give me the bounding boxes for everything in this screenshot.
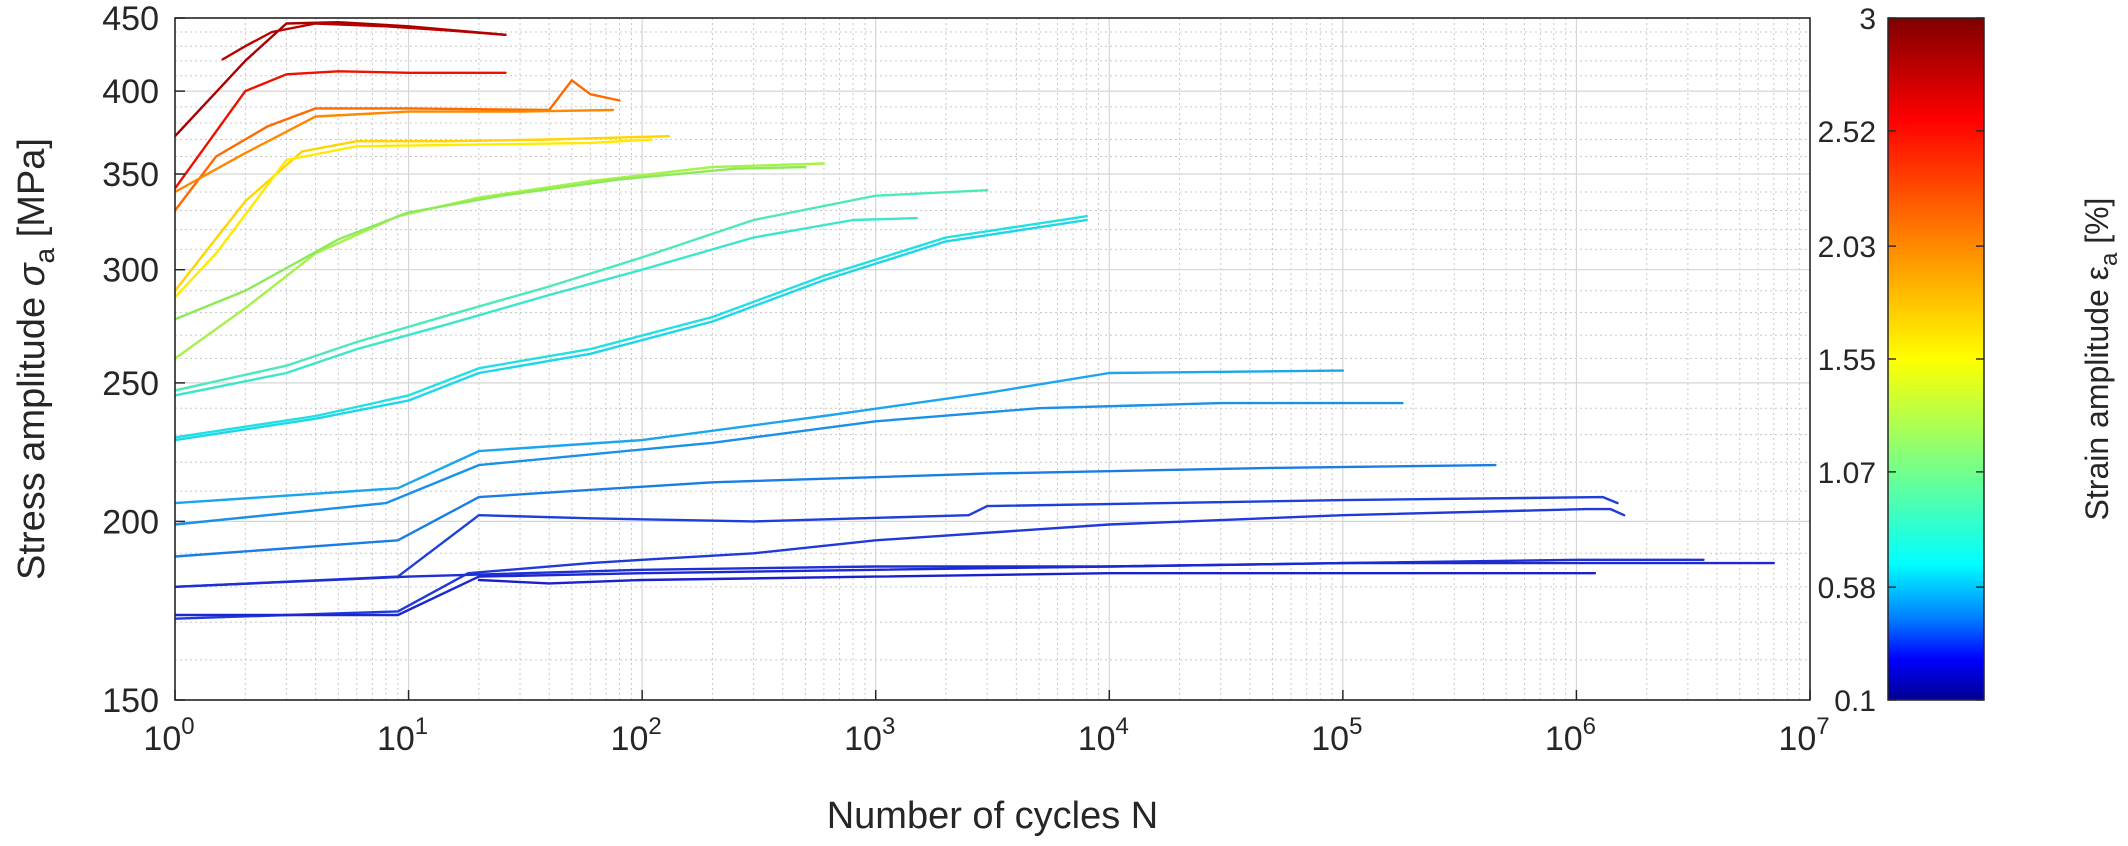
y-axis-title-unit: [MPa] xyxy=(11,138,53,248)
x-tick-label-base: 10 xyxy=(844,720,882,758)
series-line xyxy=(175,561,1776,617)
x-tick-label: 107 xyxy=(1778,713,1829,758)
series-layer xyxy=(175,21,1776,620)
x-tick-label-exponent: 4 xyxy=(1116,713,1129,740)
colorbar-title: Strain amplitude εa [%] xyxy=(2079,198,2123,521)
series-line xyxy=(175,165,807,321)
series-line xyxy=(175,138,653,299)
colorbar-title-subscript: a xyxy=(2096,252,2123,266)
series-line xyxy=(175,507,1626,620)
x-tick-label-base: 10 xyxy=(1078,720,1116,758)
series-line xyxy=(175,108,615,194)
colorbar-title-unit: [%] xyxy=(2079,198,2115,253)
colorbar-tick-label: 1.55 xyxy=(1818,344,1876,377)
series-line xyxy=(175,369,1345,505)
y-tick-label: 300 xyxy=(102,252,159,290)
series-line xyxy=(175,70,507,190)
y-axis-title-symbol: σ xyxy=(11,261,53,286)
series-line xyxy=(477,572,1597,585)
y-tick-label: 350 xyxy=(102,156,159,194)
y-tick-label: 250 xyxy=(102,365,159,403)
y-axis-title: Stress amplitude σa [MPa] xyxy=(11,138,60,580)
series-line xyxy=(175,79,621,212)
y-axis-title-subscript: a xyxy=(29,247,60,263)
x-tick-label: 105 xyxy=(1311,713,1362,758)
x-tick-label-exponent: 1 xyxy=(415,713,428,740)
colorbar-tick-label: 0.58 xyxy=(1818,572,1876,605)
series-line xyxy=(175,218,1088,442)
colorbar-ticks: 3 2.52 2.03 1.55 1.07 0.58 0.1 xyxy=(1818,3,1984,718)
colorbar xyxy=(1887,17,1985,701)
series-line xyxy=(221,22,507,61)
colorbar-tick-label: 0.1 xyxy=(1834,685,1876,718)
x-tick-label: 101 xyxy=(377,713,428,758)
colorbar-title-symbol: ε xyxy=(2079,266,2115,280)
y-axis: 150 200 250 300 350 400 450 xyxy=(102,0,185,720)
y-tick-label: 450 xyxy=(102,0,159,38)
colorbar-tick-label: 1.07 xyxy=(1818,457,1876,490)
x-axis-title: Number of cycles N xyxy=(827,795,1159,837)
x-tick-label: 106 xyxy=(1545,713,1596,758)
series-line xyxy=(175,214,1088,439)
x-tick-label-base: 10 xyxy=(1311,720,1349,758)
x-tick-label-exponent: 3 xyxy=(882,713,895,740)
x-tick-label-exponent: 5 xyxy=(1349,713,1362,740)
x-tick-label-exponent: 7 xyxy=(1816,713,1829,740)
plot-background xyxy=(175,18,1810,700)
series-line xyxy=(175,188,989,392)
x-tick-label: 102 xyxy=(611,713,662,758)
series-line xyxy=(175,216,918,397)
colorbar-tick-label: 2.52 xyxy=(1818,116,1876,149)
series-line xyxy=(175,558,1705,588)
x-tick-label-base: 10 xyxy=(611,720,649,758)
y-tick-label: 400 xyxy=(102,73,159,111)
x-tick-label: 104 xyxy=(1078,713,1129,758)
x-tick-label-base: 10 xyxy=(143,720,181,758)
series-line xyxy=(175,495,1619,588)
colorbar-title-text: Strain amplitude xyxy=(2079,280,2115,520)
x-tick-label-exponent: 2 xyxy=(648,713,661,740)
colorbar-tick-label: 3 xyxy=(1859,3,1876,36)
y-tick-label: 150 xyxy=(102,682,159,720)
x-tick-label: 103 xyxy=(844,713,895,758)
x-tick-label-base: 10 xyxy=(1545,720,1583,758)
series-line xyxy=(175,134,670,292)
x-tick-label-exponent: 6 xyxy=(1583,713,1596,740)
x-tick-label: 100 xyxy=(143,713,194,758)
x-axis: 100 101 102 103 104 105 106 107 xyxy=(143,690,1830,758)
y-axis-title-text: Stress amplitude xyxy=(11,286,53,580)
x-tick-label-exponent: 0 xyxy=(181,713,194,740)
x-tick-label-base: 10 xyxy=(377,720,415,758)
plot-frame xyxy=(174,17,1811,701)
series-line xyxy=(175,401,1404,526)
series-line xyxy=(175,463,1497,558)
x-tick-label-base: 10 xyxy=(1778,720,1816,758)
colorbar-tick-label: 2.03 xyxy=(1818,231,1876,264)
y-tick-label: 200 xyxy=(102,503,159,541)
